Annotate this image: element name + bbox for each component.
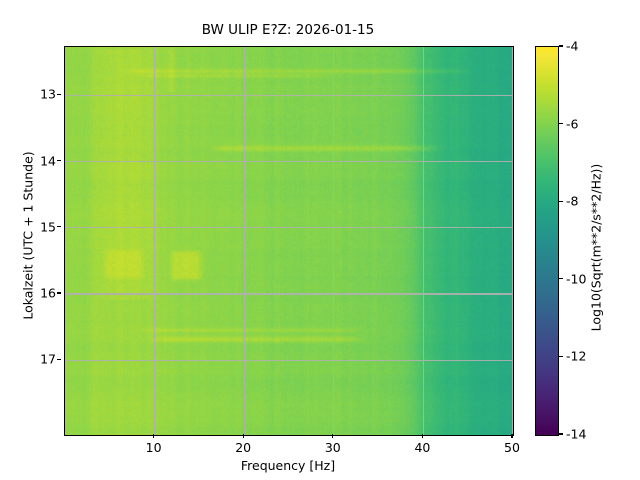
y-tick-label: 14 xyxy=(40,153,56,169)
x-tick xyxy=(242,434,244,438)
x-tick xyxy=(153,434,155,438)
chart-title: BW ULIP E?Z: 2026-01-15 xyxy=(201,22,375,38)
colorbar-tick xyxy=(559,355,563,357)
gridline-vertical xyxy=(512,47,513,435)
colorbar-label: Log10(Sqrt(m**2/s**2/Hz)) xyxy=(588,163,604,332)
colorbar-tick xyxy=(559,123,563,125)
colorbar-tick-label: -14 xyxy=(566,426,587,442)
spectrogram-axes xyxy=(64,46,514,436)
x-axis-label: Frequency [Hz] xyxy=(240,458,336,473)
y-tick xyxy=(57,159,61,162)
gridline-vertical xyxy=(333,47,335,435)
y-tick-label: 17 xyxy=(40,351,56,367)
gridline-horizontal xyxy=(65,359,513,361)
y-tick xyxy=(57,292,61,294)
y-axis-label: Lokalzeit (UTC + 1 Stunde) xyxy=(20,151,36,320)
colorbar-tick-label: -10 xyxy=(566,271,587,287)
gridline-vertical xyxy=(422,47,424,435)
gridline-horizontal xyxy=(65,293,513,295)
gridline-horizontal xyxy=(65,227,513,229)
colorbar-tick-label: -8 xyxy=(566,193,579,209)
x-tick-label: 20 xyxy=(235,440,252,455)
colorbar-tick xyxy=(559,45,563,47)
colorbar-gradient xyxy=(536,47,558,435)
gridline-horizontal xyxy=(65,94,513,96)
gridline-vertical xyxy=(243,47,245,435)
colorbar-tick-label: -12 xyxy=(566,348,587,364)
y-tick-label: 16 xyxy=(40,285,56,301)
x-tick-label: 10 xyxy=(145,440,162,455)
colorbar-tick-label: -4 xyxy=(566,38,579,54)
colorbar-tick-label: -6 xyxy=(566,116,579,132)
x-tick xyxy=(421,434,423,438)
colorbar-tick xyxy=(559,200,563,202)
y-tick xyxy=(57,358,61,360)
gridline-vertical xyxy=(154,47,156,435)
spectrogram-image xyxy=(65,47,513,435)
colorbar-tick xyxy=(559,433,563,435)
y-tick xyxy=(57,226,61,228)
y-tick-label: 13 xyxy=(40,86,56,102)
colorbar-tick xyxy=(559,278,563,280)
axes-gridlines xyxy=(65,47,513,435)
x-tick xyxy=(511,434,513,438)
y-tick-label: 15 xyxy=(40,219,56,235)
x-tick xyxy=(332,434,334,438)
y-tick xyxy=(57,93,61,95)
colorbar xyxy=(535,46,559,436)
x-tick-label: 40 xyxy=(414,440,431,455)
gridline-horizontal xyxy=(65,160,513,163)
x-tick-label: 50 xyxy=(504,440,520,455)
x-tick-label: 30 xyxy=(324,440,341,455)
